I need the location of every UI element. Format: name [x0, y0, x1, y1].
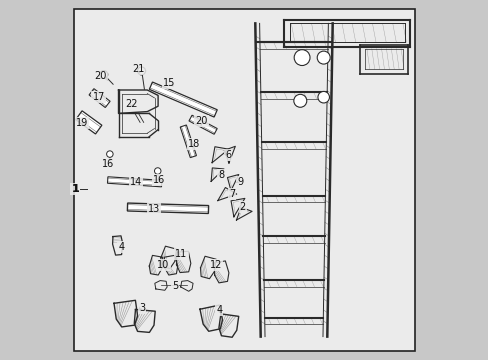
Text: 13: 13 [147, 204, 160, 214]
Text: 8: 8 [218, 170, 224, 180]
Text: 16: 16 [152, 175, 164, 185]
Circle shape [317, 91, 329, 103]
Text: 2: 2 [239, 202, 245, 212]
Polygon shape [180, 125, 196, 158]
Text: 19: 19 [76, 118, 88, 128]
Text: 21: 21 [132, 64, 144, 74]
Text: 10: 10 [157, 260, 169, 270]
Polygon shape [127, 203, 208, 213]
Circle shape [293, 94, 306, 107]
Text: 3: 3 [139, 303, 144, 313]
Text: 11: 11 [175, 249, 187, 259]
Text: 1: 1 [71, 184, 79, 194]
Text: 18: 18 [187, 139, 200, 149]
Polygon shape [188, 115, 217, 134]
Polygon shape [149, 82, 217, 117]
Text: 16: 16 [102, 159, 114, 169]
Polygon shape [76, 111, 102, 134]
Text: 6: 6 [225, 150, 231, 160]
Circle shape [106, 151, 113, 157]
FancyBboxPatch shape [73, 9, 415, 351]
Polygon shape [107, 177, 162, 187]
Polygon shape [89, 89, 110, 108]
Circle shape [317, 51, 329, 64]
Text: 14: 14 [129, 177, 142, 187]
Circle shape [100, 71, 107, 78]
Text: 15: 15 [163, 78, 175, 88]
Text: 20: 20 [94, 71, 106, 81]
Circle shape [137, 67, 145, 75]
Text: 1: 1 [71, 184, 79, 194]
Text: 12: 12 [209, 260, 222, 270]
Text: 4: 4 [216, 305, 222, 315]
Text: 9: 9 [237, 177, 243, 187]
Circle shape [294, 50, 309, 66]
Text: 7: 7 [228, 189, 235, 199]
Text: 22: 22 [124, 99, 137, 109]
Text: 4: 4 [118, 242, 124, 252]
Text: 5: 5 [172, 281, 178, 291]
Text: 17: 17 [92, 92, 104, 102]
Circle shape [154, 168, 161, 174]
Text: 20: 20 [195, 116, 207, 126]
